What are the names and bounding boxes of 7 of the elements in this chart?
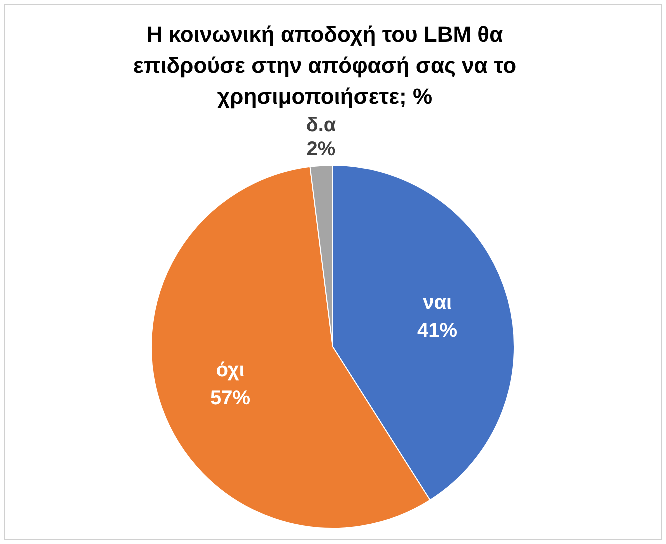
- data-label: 2%: [306, 138, 336, 160]
- slice-label: δ.α: [306, 114, 337, 136]
- slice-label: όχι: [216, 359, 245, 382]
- chart-title: Η κοινωνική αποδοχή του LBM θα επιδρούσε στην απόφασή σας να το χρησιμοποιήσετε; %: [132, 21, 518, 111]
- slice-label: ναι: [423, 292, 452, 314]
- data-label: 57%: [210, 387, 251, 410]
- data-label: 41%: [418, 320, 458, 342]
